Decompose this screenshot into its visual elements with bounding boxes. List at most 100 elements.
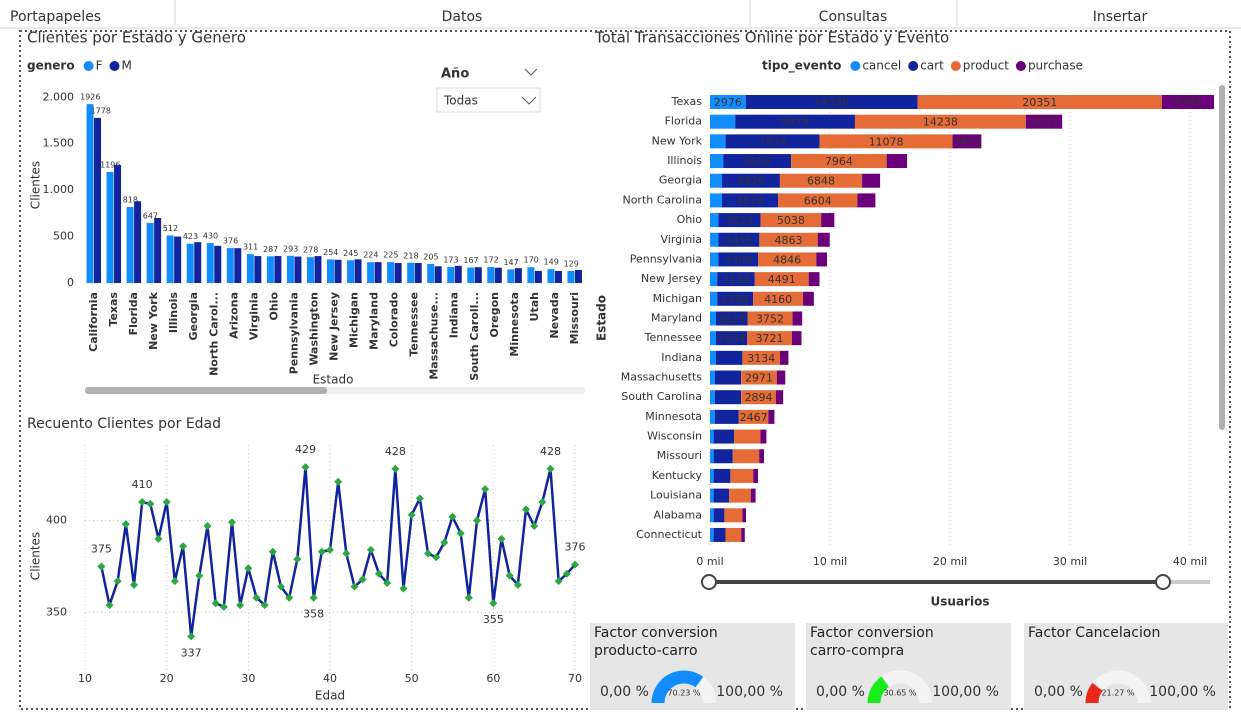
range-slider-handle[interactable] [701, 574, 717, 590]
point-marker [211, 599, 220, 608]
kpi-title-box: Factor Cancelacion [1028, 625, 1160, 641]
gauge-value-label: 30.65 % [883, 689, 916, 698]
data-label: 2401 [953, 135, 981, 148]
bar [274, 256, 282, 283]
point-marker [391, 464, 400, 473]
data-label: 4676 [736, 194, 764, 207]
gauge-max-label: 100,00 % [716, 684, 783, 700]
bar-segment [710, 291, 718, 306]
bar [214, 245, 222, 283]
legend-title: genero [27, 59, 75, 73]
data-label: 7964 [825, 155, 853, 168]
point-marker [358, 575, 367, 584]
bar [314, 256, 322, 283]
bar [126, 207, 134, 283]
bar-segment [759, 449, 764, 464]
bar-segment [747, 311, 793, 326]
ribbon-tab[interactable]: Portapapeles [10, 9, 101, 25]
bar-segment [816, 252, 828, 267]
bar-segment [1025, 114, 1063, 129]
point-marker [277, 582, 285, 591]
dropdown-chevron[interactable] [521, 96, 537, 105]
point-marker [481, 485, 490, 494]
bar-segment [741, 370, 777, 385]
legend-label: M [121, 59, 131, 73]
slicer-selection[interactable]: Todas [443, 94, 478, 108]
data-label: 430 [203, 232, 218, 241]
ribbon-tab[interactable]: Insertar [1093, 9, 1148, 25]
x-tick-label: California [87, 292, 100, 352]
point-marker [366, 545, 375, 554]
bar-segment [779, 173, 863, 188]
data-label: 423 [183, 232, 198, 241]
x-tick-label: New Jersey [328, 292, 341, 361]
kpi-card [590, 623, 795, 710]
bar [174, 236, 182, 283]
data-label: 1778 [91, 106, 111, 115]
x-axis-title: Usuarios [931, 595, 990, 609]
x-tick-label: North Carol... [207, 292, 220, 376]
data-label: 410 [132, 478, 153, 491]
data-label: 3752 [756, 312, 784, 325]
data-label: 3721 [756, 332, 784, 345]
bar-segment [803, 291, 814, 306]
bar-segment [754, 272, 809, 287]
y-tick-label: Tennessee [644, 331, 703, 344]
bar-segment [732, 449, 760, 464]
point-marker [146, 499, 155, 508]
data-label: 376 [565, 541, 586, 554]
bar [347, 260, 355, 283]
ribbon-tab[interactable]: Consultas [819, 9, 888, 25]
ribbon [0, 0, 1241, 28]
y-tick-label: 500 [53, 230, 74, 243]
point-marker [375, 569, 383, 578]
bar [387, 262, 395, 283]
legend-label: cart [920, 59, 944, 73]
slicer-dropdown[interactable] [436, 87, 541, 113]
data-label: 6848 [807, 175, 835, 188]
ribbon-tab[interactable]: Datos [442, 9, 483, 25]
y-tick-label: 1.000 [43, 183, 75, 196]
bar-segment [710, 134, 726, 149]
data-label: 2894 [745, 391, 773, 404]
gauge-min-label: 0,00 % [816, 684, 865, 700]
bar-segment [713, 508, 725, 523]
bar-segment [716, 331, 748, 346]
bar [454, 265, 462, 283]
bar-segment [713, 468, 731, 483]
x-tick-label: 20 [160, 672, 174, 685]
y-tick-label: Ohio [677, 213, 703, 226]
data-label: 2976 [714, 96, 742, 109]
x-tick-label: Pennsylvania [287, 292, 300, 374]
bar [447, 266, 455, 283]
bar-segment [710, 331, 716, 346]
x-tick-label: 40 [323, 672, 337, 685]
bar-segment [717, 272, 755, 287]
x-tick-label: 60 [486, 672, 500, 685]
range-slider-handle[interactable] [1155, 574, 1171, 590]
scrollbar-thumb[interactable] [1219, 85, 1225, 430]
data-label: 3309 [724, 253, 752, 266]
slicer-chevron[interactable] [524, 68, 538, 76]
y-tick-label: 0 [67, 276, 74, 289]
point-marker [399, 584, 408, 593]
bar-segment [710, 370, 715, 385]
bar-segment [760, 213, 822, 228]
bar-segment [821, 213, 835, 228]
point-marker [497, 534, 506, 543]
x-tick-label: 10 mil [813, 555, 847, 568]
legend-marker [83, 61, 94, 71]
bar-segment [714, 409, 739, 424]
bar-segment [745, 95, 918, 109]
bar-segment [725, 527, 742, 542]
data-label: 4846 [773, 253, 801, 266]
bar-segment [741, 390, 776, 405]
point-marker [219, 602, 228, 611]
y-tick-label: Minnesota [645, 410, 702, 423]
data-label: 20351 [1022, 96, 1057, 109]
y-tick-label: New Jersey [641, 272, 703, 285]
scrollbar-thumb[interactable] [85, 387, 327, 394]
data-label: 218 [403, 251, 418, 260]
